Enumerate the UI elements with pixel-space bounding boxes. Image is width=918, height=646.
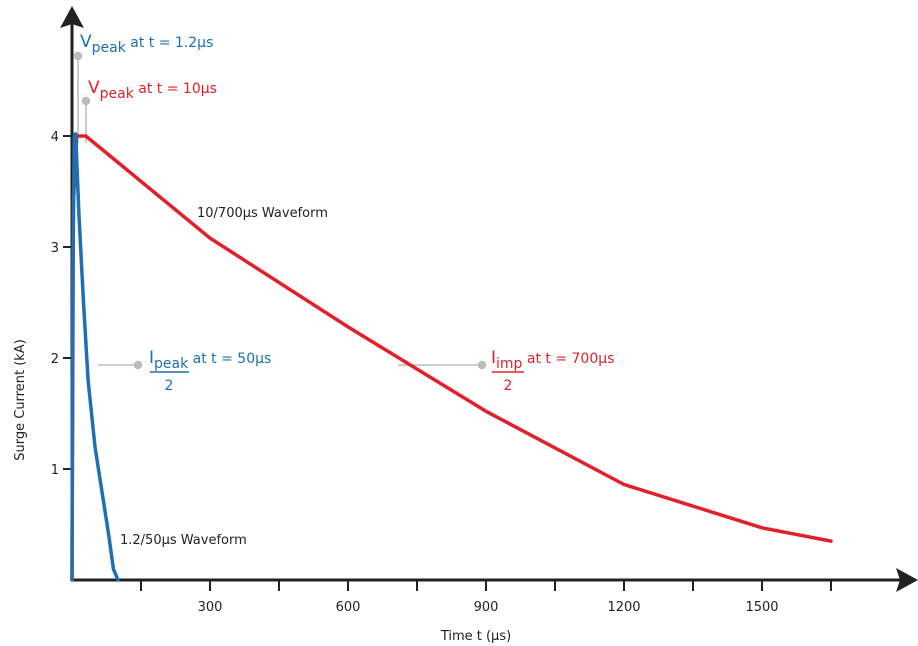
y-tick-label: 4 bbox=[51, 130, 59, 145]
y-axis-arrowhead bbox=[60, 6, 84, 28]
x-tick-label: 300 bbox=[198, 600, 223, 615]
y-axis-label: Surge Current (kA) bbox=[13, 339, 28, 461]
x-axis-arrowhead bbox=[896, 568, 918, 592]
red-peak-annotation: Vpeak at t = 10µs bbox=[88, 78, 217, 102]
red-half-denominator: 2 bbox=[504, 378, 513, 394]
blue-half-tail: at t = 50µs bbox=[188, 351, 271, 367]
x-axis-label: Time t (µs) bbox=[440, 629, 511, 644]
x-ticks: 300 600 900 1200 1500 bbox=[140, 580, 832, 615]
red-half-numerator: Iimp at t = 700µs bbox=[491, 348, 614, 372]
red-half-num-main: I bbox=[491, 348, 496, 368]
red-half-num-sub: imp bbox=[496, 356, 523, 372]
red-half-tail: at t = 700µs bbox=[522, 351, 614, 367]
blue-half-num-sub: peak bbox=[154, 356, 189, 372]
series-label-1-2-50: 1.2/50µs Waveform bbox=[120, 533, 247, 548]
x-tick-label: 1200 bbox=[607, 600, 640, 615]
blue-peak-tail: at t = 1.2µs bbox=[126, 35, 214, 51]
blue-half-denominator: 2 bbox=[165, 378, 174, 394]
red-peak-leader-dot bbox=[81, 96, 91, 106]
blue-half-annotation: Ipeak at t = 50µs 2 bbox=[149, 348, 271, 394]
y-tick-label: 2 bbox=[51, 352, 59, 367]
x-tick-label: 1500 bbox=[745, 600, 778, 615]
series-label-10-700: 10/700µs Waveform bbox=[197, 206, 328, 221]
x-tick-label: 600 bbox=[336, 600, 361, 615]
red-half-annotation: Iimp at t = 700µs 2 bbox=[491, 348, 614, 394]
y-tick-label: 1 bbox=[51, 463, 59, 478]
blue-peak-leader-dot bbox=[73, 51, 83, 61]
red-half-leader-dot bbox=[477, 360, 487, 370]
blue-half-numerator: Ipeak at t = 50µs bbox=[149, 348, 271, 372]
blue-peak-annotation: Vpeak at t = 1.2µs bbox=[80, 32, 213, 56]
y-tick-label: 3 bbox=[51, 241, 59, 256]
blue-peak-sub: peak bbox=[92, 40, 127, 56]
x-tick-label: 900 bbox=[474, 600, 499, 615]
red-peak-main: V bbox=[88, 78, 100, 98]
series-1-2-50-waveform-line bbox=[70, 132, 120, 582]
y-ticks: 1 2 3 4 bbox=[51, 130, 72, 478]
red-peak-sub: peak bbox=[100, 86, 135, 102]
blue-half-leader-dot bbox=[133, 360, 143, 370]
red-peak-tail: at t = 10µs bbox=[134, 81, 217, 97]
blue-peak-main: V bbox=[80, 32, 92, 52]
blue-half-num-main: I bbox=[149, 348, 154, 368]
